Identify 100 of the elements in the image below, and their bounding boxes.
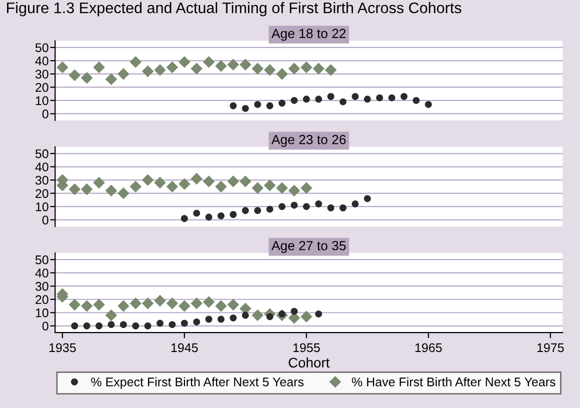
point bbox=[242, 312, 249, 319]
point bbox=[364, 96, 371, 103]
point bbox=[327, 204, 334, 212]
point bbox=[166, 180, 178, 193]
point bbox=[264, 179, 276, 192]
point bbox=[118, 68, 130, 80]
point bbox=[68, 183, 81, 196]
point bbox=[154, 294, 166, 307]
point bbox=[278, 100, 286, 107]
point bbox=[242, 104, 249, 112]
point bbox=[340, 204, 346, 212]
x-axis-title: Cohort bbox=[288, 357, 330, 368]
point bbox=[300, 310, 312, 322]
point bbox=[300, 182, 312, 194]
point bbox=[130, 56, 142, 68]
chart-title: Age 18 to 22 bbox=[271, 28, 346, 41]
point bbox=[218, 316, 224, 323]
point bbox=[108, 321, 115, 328]
point bbox=[142, 65, 154, 78]
point bbox=[215, 180, 227, 193]
point bbox=[190, 172, 203, 185]
point bbox=[302, 96, 310, 103]
point bbox=[68, 298, 81, 311]
point bbox=[193, 318, 200, 326]
point bbox=[190, 297, 203, 310]
point bbox=[376, 94, 384, 102]
y-tick-label: 40 bbox=[35, 162, 48, 172]
point bbox=[290, 97, 298, 104]
point bbox=[388, 94, 396, 102]
point bbox=[276, 182, 288, 194]
point bbox=[412, 97, 420, 104]
point bbox=[227, 58, 240, 71]
point bbox=[144, 322, 152, 330]
x-tick-label: 1975 bbox=[537, 343, 564, 352]
point bbox=[168, 321, 176, 328]
point bbox=[312, 62, 324, 75]
point bbox=[142, 174, 154, 186]
point bbox=[80, 300, 93, 312]
point bbox=[142, 297, 154, 310]
point bbox=[118, 187, 130, 200]
point bbox=[68, 69, 81, 82]
point bbox=[130, 180, 142, 193]
point bbox=[252, 62, 264, 75]
point bbox=[230, 102, 237, 110]
point bbox=[315, 200, 322, 208]
point bbox=[178, 178, 190, 190]
point bbox=[105, 73, 118, 86]
point bbox=[96, 322, 102, 330]
point bbox=[252, 182, 264, 194]
y-tick-label: 50 bbox=[35, 255, 48, 264]
point bbox=[56, 61, 68, 74]
point bbox=[227, 175, 240, 188]
point bbox=[178, 56, 190, 68]
point bbox=[215, 60, 227, 72]
point bbox=[132, 322, 140, 330]
y-tick-label: 30 bbox=[35, 176, 48, 185]
point bbox=[193, 210, 200, 217]
point bbox=[80, 72, 93, 84]
point bbox=[264, 64, 276, 76]
point bbox=[324, 64, 337, 76]
point bbox=[166, 297, 178, 310]
point bbox=[266, 313, 274, 320]
point bbox=[105, 309, 118, 322]
point bbox=[302, 203, 310, 210]
point bbox=[71, 322, 78, 330]
y-tick-label: 10 bbox=[36, 96, 48, 106]
point bbox=[202, 56, 215, 68]
point bbox=[424, 100, 432, 108]
point bbox=[254, 207, 262, 214]
point bbox=[240, 58, 252, 71]
point bbox=[83, 322, 90, 330]
point bbox=[215, 300, 227, 312]
y-tick-label: 20 bbox=[36, 83, 48, 92]
y-tick-label: 20 bbox=[36, 189, 48, 198]
y-tick-label: 0 bbox=[42, 110, 48, 118]
chart-title: Age 27 to 35 bbox=[271, 240, 346, 253]
point bbox=[205, 214, 212, 221]
point bbox=[290, 202, 298, 209]
x-tick-label: 1945 bbox=[171, 343, 198, 352]
x-tick-label: 1955 bbox=[293, 343, 320, 352]
y-tick-label: 30 bbox=[35, 282, 48, 291]
point bbox=[400, 93, 408, 100]
point bbox=[156, 320, 164, 327]
point bbox=[205, 316, 212, 323]
y-tick-label: 30 bbox=[35, 70, 48, 79]
point bbox=[340, 98, 346, 106]
caption: Figure 1.3 Expected and Actual Timing of First Birth Across Cohorts bbox=[7, 2, 462, 16]
y-tick-label: 40 bbox=[35, 56, 48, 66]
point bbox=[202, 175, 215, 188]
point bbox=[154, 176, 166, 189]
y-tick-label: 50 bbox=[35, 43, 48, 52]
point bbox=[166, 61, 178, 74]
point bbox=[120, 321, 127, 328]
point bbox=[218, 212, 224, 220]
point bbox=[315, 96, 322, 103]
y-tick-label: 40 bbox=[35, 268, 48, 278]
point bbox=[288, 184, 300, 197]
point bbox=[180, 320, 188, 327]
x-tick-label: 1935 bbox=[49, 343, 76, 352]
legend-label: % Expect First Birth After Next 5 Years bbox=[91, 377, 304, 389]
